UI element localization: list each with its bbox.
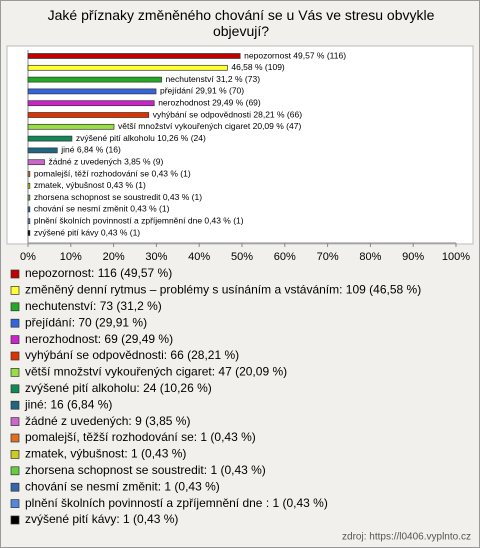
- bar: [27, 53, 241, 59]
- legend-swatch: [10, 482, 20, 492]
- x-tick-label: 20%: [103, 251, 125, 263]
- bar-label: přejídání 29,91 % (70): [160, 86, 244, 96]
- legend-swatch: [10, 515, 20, 525]
- bar: [27, 171, 31, 177]
- legend-swatch: [10, 433, 20, 443]
- bar: [27, 88, 157, 95]
- bar-label: plnění školních povinností a zpříjemnění…: [34, 215, 244, 225]
- bar-label: zvýšené pití kávy 0,43 % (1): [34, 227, 140, 237]
- bar: [27, 135, 73, 142]
- x-tick-label: 100%: [442, 251, 470, 263]
- legend-swatch: [10, 499, 20, 508]
- source: zdroj: https://l0406.vyplnto.cz: [342, 532, 471, 543]
- x-tick-label: 40%: [188, 251, 210, 263]
- bar: [27, 218, 31, 225]
- legend-swatch: [10, 417, 20, 426]
- bar-label: vyhýbání se odpovědnosti 28,21 % (66): [153, 109, 302, 119]
- legend-swatch: [10, 450, 20, 459]
- title-box: Jaké příznaky změněného chování se u Vás…: [47, 7, 435, 39]
- bar-label: jiné 6,84 % (16): [60, 145, 121, 155]
- x-tick-label: 30%: [145, 251, 167, 263]
- legend-label: vyhýbání se odpovědnosti: 66 (28,21 %): [25, 348, 239, 362]
- legend-swatch: [10, 335, 20, 344]
- legend-swatch: [10, 400, 20, 410]
- legend-label: zhorsena schopnost se soustredit: 1 (0,4…: [25, 463, 266, 477]
- legend-label: zmatek, výbušnost: 1 (0,43 %): [25, 447, 186, 461]
- bar-label: nepozornost 49,57 % (116): [244, 50, 346, 60]
- legend-label: přejídání: 70 (29,91 %): [25, 315, 147, 329]
- legend-label: plnění školních povinností a zpříjemnění…: [25, 496, 328, 510]
- bar-label: pomalejší, těží rozhodování se 0,43 % (1…: [34, 168, 191, 178]
- bar: [27, 123, 115, 130]
- legend-label: nepozornost: 116 (49,57 %): [25, 266, 172, 280]
- x-tick-label: 70%: [317, 251, 339, 263]
- x-tick-label: 60%: [274, 251, 296, 263]
- bar-label: 46,58 % (109): [231, 62, 285, 72]
- legend-swatch: [10, 466, 20, 476]
- legend-label: zvýšené pití alkoholu: 24 (10,26 %): [25, 381, 212, 395]
- bar: [27, 100, 155, 107]
- legend-label: zvýšené pití kávy: 1 (0,43 %): [25, 512, 178, 526]
- legend-label: pomalejší, těžší rozhodování se: 1 (0,43…: [25, 430, 256, 444]
- legend-swatch: [10, 286, 20, 295]
- bar: [27, 206, 31, 213]
- bar: [27, 182, 31, 189]
- bar: [27, 147, 58, 154]
- legend-swatch: [10, 368, 20, 377]
- bar: [27, 230, 31, 236]
- bar-label: zmatek, výbušnost 0,43 % (1): [34, 180, 146, 190]
- bar-label: nechutenství 31,2 % (73): [166, 74, 261, 84]
- bar: [27, 159, 45, 166]
- bar: [27, 76, 162, 83]
- x-tick-label: 50%: [231, 251, 253, 263]
- legend-swatch: [10, 384, 20, 394]
- legend-swatch: [10, 351, 20, 361]
- legend-label: nechutenství: 73 (31,2 %): [25, 299, 162, 313]
- x-tick-label: 90%: [402, 251, 424, 263]
- bar-label: chování se nesmí změnit 0,43 % (1): [34, 204, 170, 214]
- legend-swatch: [10, 302, 20, 312]
- bar-label: nerozhodnost 29,49 % (69): [158, 97, 261, 107]
- legend-swatch: [10, 318, 20, 328]
- legend-label: chování se nesmí změnit: 1 (0,43 %): [25, 479, 220, 493]
- legend-label: nerozhodnost: 69 (29,49 %): [25, 332, 173, 346]
- bar: [27, 64, 228, 71]
- bar-label: zhorsena schopnost se soustredit 0,43 % …: [34, 192, 202, 202]
- chart-title: Jaké příznaky změněného chování se u Vás…: [47, 7, 435, 39]
- bar-label: žádné z uvedených 3,85 % (9): [48, 156, 163, 166]
- x-tick-label: 10%: [60, 251, 82, 263]
- bar: [27, 112, 150, 118]
- legend-label: jiné: 16 (6,84 %): [24, 397, 112, 411]
- legend-label: větší množství vykouřených cigaret: 47 (…: [25, 365, 287, 379]
- x-tick-label: 80%: [359, 251, 381, 263]
- legend-swatch: [10, 269, 20, 279]
- bar-label: větší množství vykouřených cigaret 20,09…: [118, 121, 301, 131]
- x-tick-label: 0%: [20, 251, 36, 263]
- legend-label: změněný denní rytmus – problémy s usínán…: [25, 283, 421, 297]
- bar: [27, 194, 31, 201]
- legend-label: žádné z uvedených: 9 (3,85 %): [25, 414, 190, 428]
- bar-label: zvýšené pití alkoholu 10,26 % (24): [76, 133, 206, 143]
